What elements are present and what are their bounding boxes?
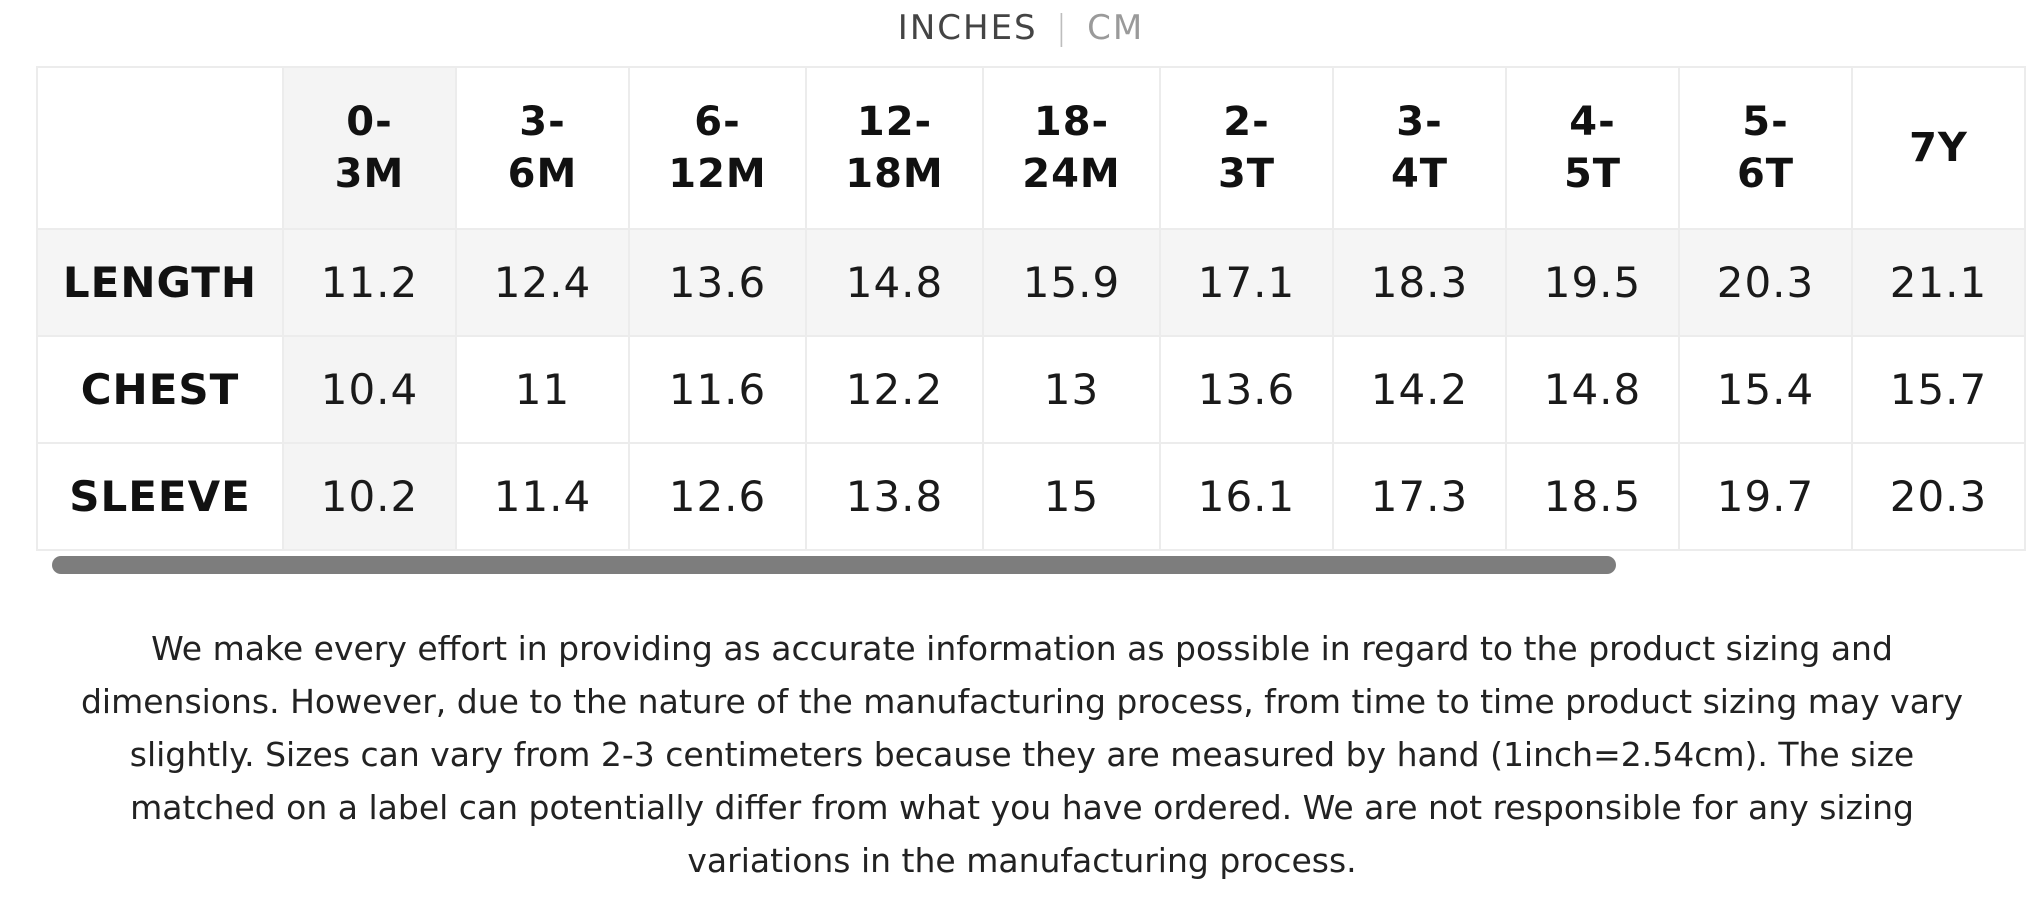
table-cell: 15.7	[1851, 335, 2026, 444]
unit-inches-tab[interactable]: INCHES	[897, 8, 1038, 48]
table-cell: 15	[982, 442, 1161, 551]
table-cell: 11	[455, 335, 630, 444]
table-cell: 18.3	[1332, 228, 1507, 337]
table-cell: 20.3	[1851, 442, 2026, 551]
table-cell: 12.2	[805, 335, 984, 444]
corner-cell	[36, 66, 284, 230]
size-col-header: 0- 3M	[282, 66, 457, 230]
unit-toggle: INCHES | CM	[0, 8, 2042, 48]
table-cell: 11.4	[455, 442, 630, 551]
table-cell: 13.6	[1159, 335, 1334, 444]
table-cell: 15.4	[1678, 335, 1853, 444]
table-row-sleeve: SLEEVE 10.2 11.4 12.6 13.8 15 16.1 17.3 …	[36, 442, 2026, 551]
table-cell: 19.7	[1678, 442, 1853, 551]
table-cell: 10.4	[282, 335, 457, 444]
table-cell: 10.2	[282, 442, 457, 551]
size-col-header: 6- 12M	[628, 66, 807, 230]
table-row-length: LENGTH 11.2 12.4 13.6 14.8 15.9 17.1 18.…	[36, 228, 2026, 337]
size-header-row: 0- 3M 3- 6M 6- 12M 12- 18M 18- 24M 2- 3T 3- 4T …	[36, 66, 2026, 230]
table-cell: 13.6	[628, 228, 807, 337]
table-cell: 18.5	[1505, 442, 1680, 551]
table-cell: 14.8	[805, 228, 984, 337]
table-cell: 11.6	[628, 335, 807, 444]
scrollbar-thumb[interactable]	[52, 556, 1616, 574]
table-cell: 14.8	[1505, 335, 1680, 444]
horizontal-scrollbar[interactable]	[52, 556, 2042, 576]
unit-separator: |	[1055, 8, 1070, 48]
table-cell: 21.1	[1851, 228, 2026, 337]
row-label-sleeve: SLEEVE	[36, 442, 284, 551]
table-cell: 17.3	[1332, 442, 1507, 551]
table-cell: 20.3	[1678, 228, 1853, 337]
size-col-header: 12- 18M	[805, 66, 984, 230]
table-cell: 15.9	[982, 228, 1161, 337]
row-label-length: LENGTH	[36, 228, 284, 337]
table-row-chest: CHEST 10.4 11 11.6 12.2 13 13.6 14.2 14.…	[36, 335, 2026, 444]
size-chart-table: 0- 3M 3- 6M 6- 12M 12- 18M 18- 24M 2- 3T 3- 4T …	[36, 66, 2026, 551]
table-cell: 13	[982, 335, 1161, 444]
table-cell: 16.1	[1159, 442, 1334, 551]
table-cell: 19.5	[1505, 228, 1680, 337]
size-col-header: 5- 6T	[1678, 66, 1853, 230]
unit-cm-tab[interactable]: CM	[1087, 8, 1145, 48]
table-cell: 11.2	[282, 228, 457, 337]
table-cell: 17.1	[1159, 228, 1334, 337]
size-col-header: 4- 5T	[1505, 66, 1680, 230]
size-col-header: 3- 4T	[1332, 66, 1507, 230]
row-label-chest: CHEST	[36, 335, 284, 444]
table-cell: 14.2	[1332, 335, 1507, 444]
table-cell: 13.8	[805, 442, 984, 551]
size-col-header: 3- 6M	[455, 66, 630, 230]
table-cell: 12.6	[628, 442, 807, 551]
size-col-header: 18- 24M	[982, 66, 1161, 230]
size-table-scroll-area[interactable]: 0- 3M 3- 6M 6- 12M 12- 18M 18- 24M 2- 3T 3- 4T …	[36, 66, 2042, 552]
table-cell: 12.4	[455, 228, 630, 337]
size-col-header: 7Y	[1851, 66, 2026, 230]
sizing-disclaimer: We make every effort in providing as acc…	[80, 629, 1964, 880]
size-col-header: 2- 3T	[1159, 66, 1334, 230]
